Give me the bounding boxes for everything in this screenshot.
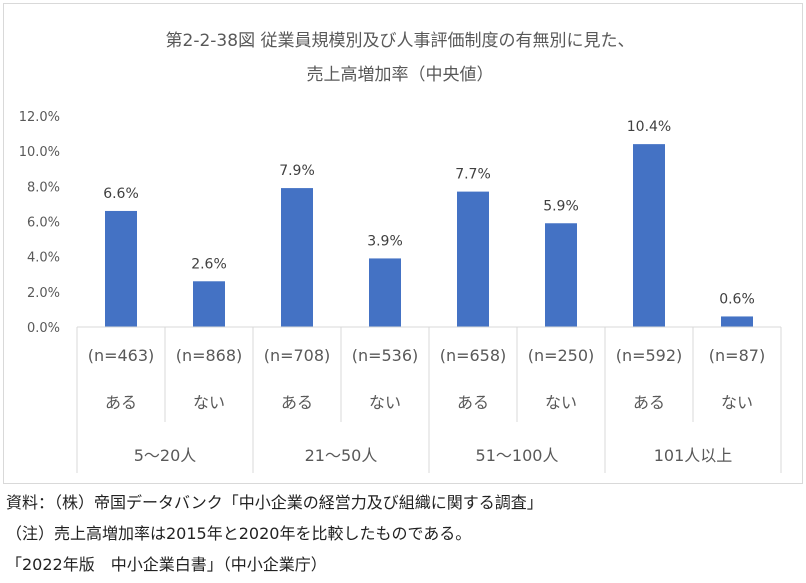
bar [545,223,577,327]
group-label: 21～50人 [305,446,378,465]
y-tick-label: 12.0% [19,110,60,125]
y-tick-label: 4.0% [27,251,60,266]
category-label: ある [457,393,489,412]
category-n-label: (n=536) [352,346,419,365]
chart-frame [3,3,803,484]
bar [721,316,753,327]
data-label: 3.9% [367,233,403,249]
category-n-label: (n=250) [528,346,595,365]
y-tick-label: 8.0% [27,180,60,195]
category-label: ない [545,393,577,412]
category-label: ない [369,393,401,412]
group-label: 51～100人 [476,446,559,465]
category-n-label: (n=592) [616,346,683,365]
data-label: 0.6% [719,291,755,307]
bar [369,258,401,327]
bar-chart: 第2-2-38図 従業員規模別及び人事評価制度の有無別に見た、 売上高増加率（中… [19,31,782,473]
category-label: ない [193,393,225,412]
group-label: 5～20人 [134,446,197,465]
publication-note: 「2022年版 中小企業白書」（中小企業庁） [6,555,327,574]
y-tick-label: 0.0% [27,321,60,336]
data-label: 10.4% [627,119,671,135]
category-n-label: (n=463) [88,346,155,365]
y-tick-label: 2.0% [27,286,60,301]
y-tick-label: 6.0% [27,216,60,231]
category-n-label: (n=658) [440,346,507,365]
data-label: 6.6% [103,186,139,202]
category-label: ある [633,393,665,412]
bar [105,210,137,327]
data-label: 2.6% [191,256,227,272]
category-label: ある [105,393,137,412]
y-tick-label: 10.0% [19,145,60,160]
data-label: 5.9% [543,198,579,214]
category-n-label: (n=868) [176,346,243,365]
category-n-label: (n=87) [709,346,765,365]
bar [457,191,489,327]
bar [633,144,665,327]
bar [193,281,225,327]
category-n-label: (n=708) [264,346,331,365]
category-label: ない [721,393,753,412]
chart-title-line-2: 売上高増加率（中央値） [307,65,494,85]
footnote: （注）売上高増加率は2015年と2020年を比較したものである。 [6,524,472,543]
category-label: ある [281,393,313,412]
data-label: 7.9% [279,163,315,179]
chart-title-line-1: 第2-2-38図 従業員規模別及び人事評価制度の有無別に見た、 [166,31,635,51]
source-note: 資料：（株）帝国データバンク「中小企業の経営力及び組織に関する調査」 [6,493,543,512]
group-label: 101人以上 [654,446,733,465]
bar [281,188,313,327]
data-label: 7.7% [455,167,491,183]
